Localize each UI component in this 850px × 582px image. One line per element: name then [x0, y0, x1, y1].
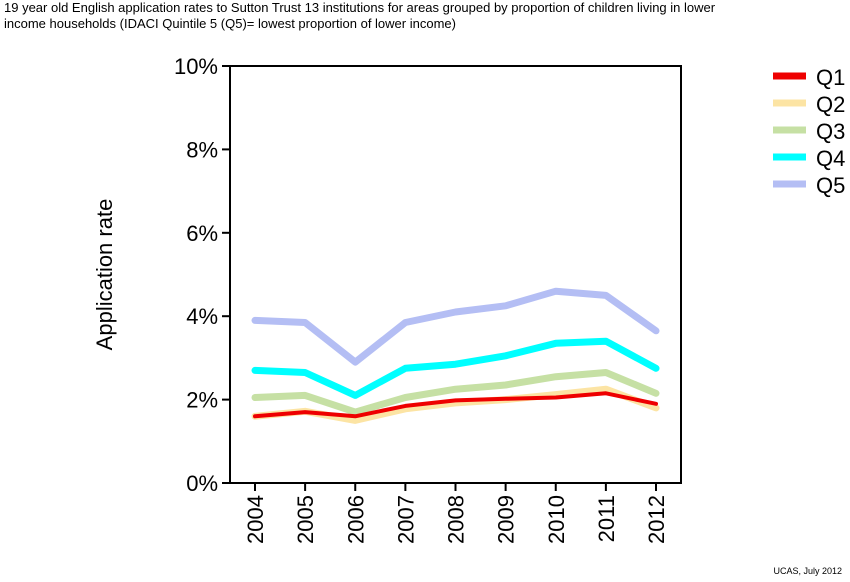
y-tick-label: 2%: [186, 388, 218, 413]
y-tick-label: 0%: [186, 471, 218, 496]
legend-label-q3: Q3: [816, 119, 845, 144]
chart-title-line-1: 19 year old English application rates to…: [4, 0, 716, 15]
y-axis-label: Application rate: [92, 199, 117, 351]
legend-label-q1: Q1: [816, 65, 845, 90]
y-tick-label: 6%: [186, 221, 218, 246]
legend-label-q4: Q4: [816, 146, 845, 171]
x-tick-label: 2008: [444, 495, 469, 544]
legend-label-q5: Q5: [816, 173, 845, 198]
x-tick-label: 2006: [343, 495, 368, 544]
x-tick-label: 2004: [243, 495, 268, 544]
x-tick-label: 2011: [594, 495, 619, 542]
y-tick-label: 10%: [174, 54, 218, 79]
chart-title-line-2: income households (IDACI Quintile 5 (Q5)…: [4, 16, 456, 31]
x-tick-label: 2005: [293, 495, 318, 544]
chart-title: 19 year old English application rates to…: [4, 0, 844, 32]
y-tick-label: 8%: [186, 137, 218, 162]
series-line-q4: [251, 337, 660, 399]
x-tick-label: 2007: [393, 495, 418, 544]
x-tick-label: 2012: [644, 495, 669, 544]
series-line-q1: [253, 391, 658, 419]
series-line-q3: [251, 369, 660, 416]
y-tick-label: 4%: [186, 304, 218, 329]
series-line-q5: [251, 287, 660, 366]
source-note: UCAS, July 2012: [773, 566, 842, 576]
series-lines: [251, 287, 660, 424]
plot-frame: [229, 65, 682, 484]
x-tick-label: 2009: [494, 495, 519, 544]
x-tick-label: 2010: [544, 495, 569, 544]
axes: 0% 2% 4% 6% 8% 10% 2004 2005 2006 2007 2008 2009 201…: [92, 54, 682, 544]
legend-label-q2: Q2: [816, 92, 845, 117]
